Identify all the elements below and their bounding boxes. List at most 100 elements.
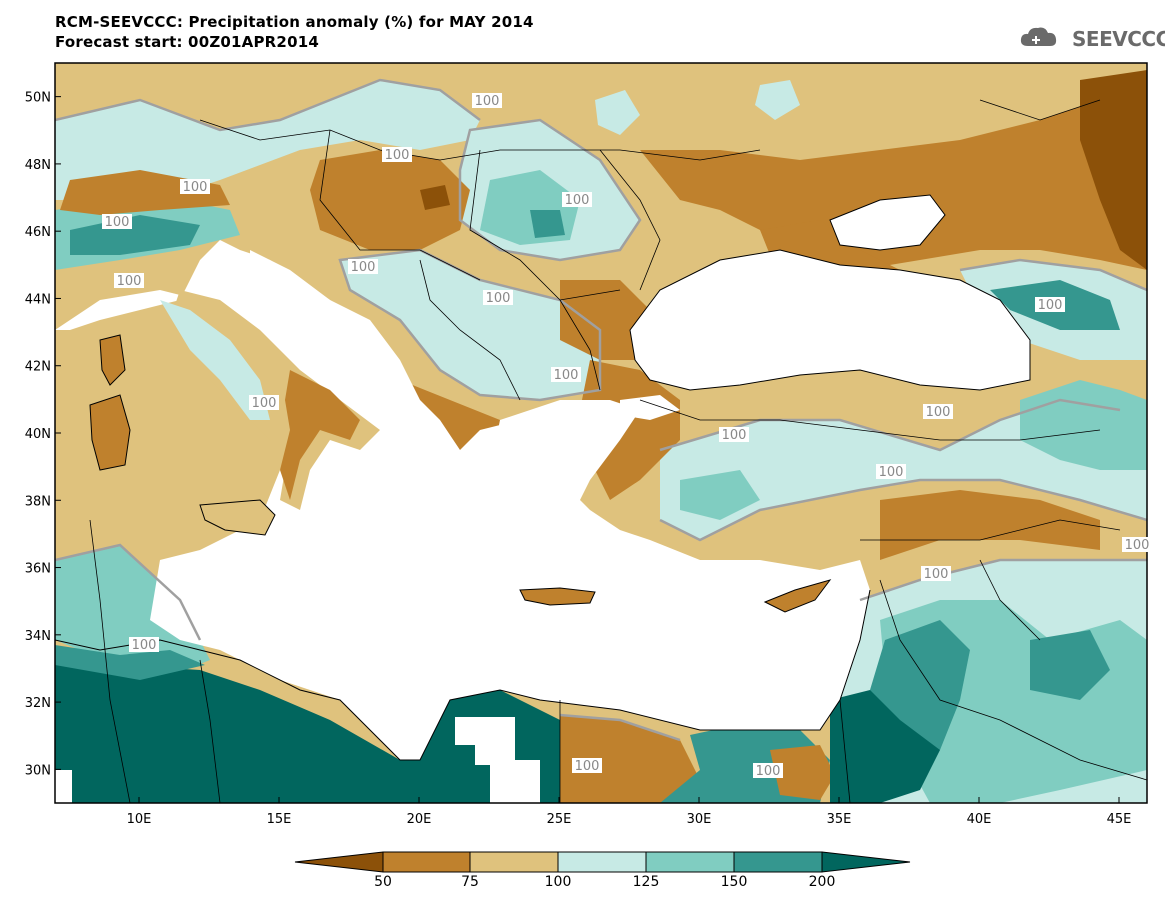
nile-dry-spot bbox=[770, 745, 835, 800]
iraq-wet-core bbox=[1030, 630, 1110, 700]
cloud-icon bbox=[1020, 27, 1057, 46]
contour-label: 100 bbox=[385, 148, 410, 163]
south-russia-dry-zone bbox=[640, 80, 1147, 270]
contour-label: 100 bbox=[756, 764, 781, 779]
contour-label: 100 bbox=[924, 567, 949, 582]
contour-label-bg bbox=[876, 464, 906, 479]
lon-label: 10E bbox=[127, 812, 152, 827]
lon-label: 25E bbox=[547, 812, 572, 827]
corsica bbox=[100, 335, 125, 385]
contour-label-bg bbox=[562, 192, 592, 207]
lat-label: 30N bbox=[25, 763, 51, 778]
country-borders bbox=[89, 99, 1147, 803]
lon-label: 35E bbox=[827, 812, 852, 827]
crete bbox=[520, 588, 595, 605]
contour-label: 100 bbox=[1125, 538, 1150, 553]
contour-label-bg bbox=[551, 367, 581, 382]
romania-very-wet-core bbox=[530, 210, 565, 238]
contour-label-bg bbox=[348, 259, 378, 274]
contour-labels: 100 100 100 100 100 100 100 100 100 100 100 100 100 1… bbox=[102, 93, 1152, 779]
anatolia-wet-core bbox=[680, 470, 760, 520]
hungary-dry-zone bbox=[310, 150, 470, 250]
seevccc-logo: SEEVCCC bbox=[1072, 27, 1165, 51]
contour-label-bg bbox=[1035, 297, 1065, 312]
volga-very-dry-zone bbox=[1080, 70, 1147, 270]
colorbar-label-200: 200 bbox=[808, 874, 836, 890]
south-turkey-dry-zone bbox=[880, 490, 1100, 560]
colorbar-label-125: 125 bbox=[632, 874, 660, 890]
coastlines bbox=[55, 194, 1031, 761]
colorbar-75-100 bbox=[469, 851, 559, 873]
cyprus bbox=[765, 580, 830, 612]
balkan-wet-zone bbox=[340, 250, 600, 400]
colorbar-150-200 bbox=[733, 851, 823, 873]
lat-label: 34N bbox=[25, 629, 51, 644]
lon-label: 40E bbox=[967, 812, 992, 827]
contour-label: 100 bbox=[132, 638, 157, 653]
colorbar-label-50: 50 bbox=[374, 874, 392, 890]
contour-label: 100 bbox=[252, 396, 277, 411]
contour-label-bg bbox=[921, 566, 951, 581]
colorbar-label-100: 100 bbox=[544, 874, 572, 890]
contour-label: 100 bbox=[486, 291, 511, 306]
lat-label: 40N bbox=[25, 427, 51, 442]
north-africa-very-wet-zone bbox=[55, 660, 560, 803]
marmara-sea bbox=[620, 395, 680, 420]
contour-label-bg bbox=[114, 273, 144, 288]
lon-label: 45E bbox=[1107, 812, 1132, 827]
lon-label: 15E bbox=[267, 812, 292, 827]
lat-label: 36N bbox=[25, 562, 51, 577]
hungary-dry-core bbox=[420, 185, 450, 210]
contour-label: 100 bbox=[183, 180, 208, 195]
colorbar-label-150: 150 bbox=[720, 874, 748, 890]
contour-label: 100 bbox=[879, 465, 904, 480]
map-title: RCM-SEEVCCC: Precipitation anomaly (%) f… bbox=[55, 13, 534, 31]
contour-label: 100 bbox=[565, 193, 590, 208]
longitude-axis: 10E 15E 20E 25E 30E 35E 40E 45E bbox=[127, 797, 1132, 827]
contour-label-bg bbox=[483, 290, 513, 305]
lat-label: 44N bbox=[25, 292, 51, 307]
lon-label: 20E bbox=[407, 812, 432, 827]
west-turkey-dry-zone bbox=[580, 360, 680, 500]
contour-label-bg bbox=[472, 93, 502, 108]
contour-label-bg bbox=[249, 395, 279, 410]
lat-label: 42N bbox=[25, 360, 51, 375]
lat-label: 46N bbox=[25, 225, 51, 240]
missing-data-patches bbox=[55, 717, 540, 803]
lon-label: 30E bbox=[687, 812, 712, 827]
aegean-sea bbox=[490, 400, 640, 540]
south-italy-dry-zone bbox=[280, 370, 360, 500]
contour-label: 100 bbox=[351, 260, 376, 275]
contour-label: 100 bbox=[105, 215, 130, 230]
belarus-wet-blob bbox=[755, 80, 800, 120]
colorbar-50-75 bbox=[382, 851, 471, 873]
north-africa-wet-zone bbox=[55, 545, 210, 680]
black-sea bbox=[630, 250, 1030, 390]
contour-label: 100 bbox=[926, 405, 951, 420]
lat-label: 48N bbox=[25, 158, 51, 173]
contour-label-bg bbox=[129, 637, 159, 652]
colorbar-label-75: 75 bbox=[461, 874, 479, 890]
contour-label: 100 bbox=[554, 368, 579, 383]
latitude-axis: 50N 48N 46N 44N 42N 40N 38N 36N 34N 32N 30N bbox=[25, 91, 61, 778]
contour-label-bg bbox=[1122, 537, 1152, 552]
mediterranean-sea bbox=[55, 240, 870, 760]
contour-label-bg bbox=[753, 763, 783, 778]
contour-label: 100 bbox=[722, 428, 747, 443]
lat-label: 32N bbox=[25, 696, 51, 711]
forecast-start-label: Forecast start: 00Z01APR2014 bbox=[55, 33, 319, 51]
sinai-very-wet-zone bbox=[830, 690, 940, 803]
contour-label: 100 bbox=[575, 759, 600, 774]
colorbar-100-125 bbox=[557, 851, 647, 873]
colorbar-above200 bbox=[821, 851, 911, 873]
adriatic-sea bbox=[250, 250, 400, 380]
lat-label: 50N bbox=[25, 91, 51, 106]
contour-label: 100 bbox=[1038, 298, 1063, 313]
libya-wet-edge bbox=[55, 645, 205, 680]
italy-wet-coast bbox=[160, 300, 270, 420]
ukraine-wet-blob bbox=[595, 90, 640, 135]
central-europe-wet-band bbox=[55, 80, 480, 200]
egypt-dry-zone bbox=[560, 715, 700, 803]
